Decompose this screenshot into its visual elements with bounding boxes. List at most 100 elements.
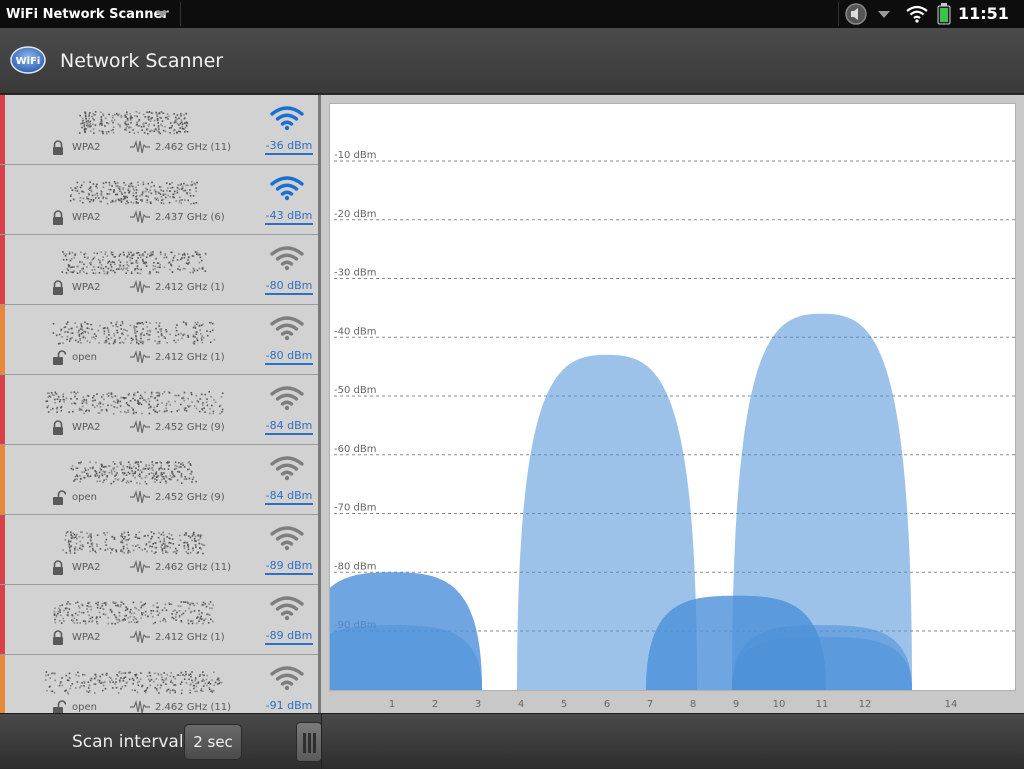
security-type: WPA2 xyxy=(72,212,101,223)
grip-line xyxy=(313,733,316,753)
signal-wave-icon xyxy=(130,280,150,294)
wifi-signal-icon xyxy=(270,106,304,131)
chart-panel: -10 dBm -20 dBm -30 dBm -40 dBm -50 dBm -60 d… xyxy=(321,95,1024,713)
security-accent-bar xyxy=(0,515,5,584)
signal-strength-value: -43 dBm xyxy=(265,209,313,225)
frequency: 2.462 GHz (11) xyxy=(155,702,232,713)
lock-icon xyxy=(53,280,63,295)
logo-text: WiFi xyxy=(16,56,41,67)
wifi-signal-icon xyxy=(270,456,304,481)
network-row[interactable]: WPA2 2.462 GHz (11) -36 dBm xyxy=(0,95,320,165)
frequency: 2.452 GHz (9) xyxy=(155,492,225,503)
network-row[interactable]: open 2.462 GHz (11) -91 dBm xyxy=(0,655,320,713)
grip-line xyxy=(308,733,311,753)
network-row[interactable]: WPA2 2.462 GHz (11) -89 dBm xyxy=(0,515,320,585)
ssid-obscured xyxy=(38,595,228,627)
y-axis-label: -60 dBm xyxy=(334,444,376,455)
x-axis-label: 7 xyxy=(647,699,653,710)
network-row[interactable]: WPA2 2.412 GHz (1) -80 dBm xyxy=(0,235,320,305)
channel-chart-svg: -10 dBm -20 dBm -30 dBm -40 dBm -50 dBm -60 d… xyxy=(330,150,1015,690)
network-row[interactable]: WPA2 2.437 GHz (6) -43 dBm xyxy=(0,165,320,235)
ssid-obscured xyxy=(38,105,228,137)
signal-strength-value: -91 dBm xyxy=(265,699,313,713)
x-axis-label: 1 xyxy=(389,699,395,710)
frequency: 2.462 GHz (11) xyxy=(155,562,232,573)
security-type: WPA2 xyxy=(72,562,101,573)
y-axis-label: -80 dBm xyxy=(334,561,376,572)
wifi-logo-icon: WiFi xyxy=(10,46,46,74)
security-type: open xyxy=(72,702,97,713)
signal-wave-icon xyxy=(130,630,150,644)
chevron-down-icon xyxy=(156,11,168,18)
y-axis-label: -20 dBm xyxy=(334,209,376,220)
signal-strength-value: -89 dBm xyxy=(265,629,313,645)
network-list: WPA2 2.462 GHz (11) -36 dBm WPA2 2.437 GHz (… xyxy=(0,95,320,713)
frequency: 2.452 GHz (9) xyxy=(155,422,225,433)
signal-strength-value: -89 dBm xyxy=(265,559,313,575)
frequency: 2.462 GHz (11) xyxy=(155,142,232,153)
signal-wave-icon xyxy=(130,560,150,574)
lock-icon xyxy=(53,210,63,225)
lock-icon xyxy=(53,630,63,645)
network-row[interactable]: WPA2 2.452 GHz (9) -84 dBm xyxy=(0,375,320,445)
app-menu[interactable]: WiFi Network Scanner xyxy=(0,0,181,28)
frequency: 2.412 GHz (1) xyxy=(155,352,225,363)
signal-strength-value: -84 dBm xyxy=(265,489,313,505)
security-accent-bar xyxy=(0,95,5,164)
signal-strength-value: -80 dBm xyxy=(265,349,313,365)
scan-interval-label: Scan interval: xyxy=(72,732,190,752)
security-accent-bar xyxy=(0,375,5,444)
ssid-redaction xyxy=(78,111,189,135)
x-axis-label: 4 xyxy=(518,699,524,710)
channel-chart: -10 dBm -20 dBm -30 dBm -40 dBm -50 dBm -60 d… xyxy=(329,103,1016,691)
ssid-obscured xyxy=(38,665,228,697)
page-title: Network Scanner xyxy=(60,50,224,72)
x-axis-label: 12 xyxy=(859,699,872,710)
divider xyxy=(838,2,839,26)
signal-strength-value: -84 dBm xyxy=(265,419,313,435)
scan-interval-button[interactable]: 2 sec xyxy=(184,724,242,760)
ssid-redaction xyxy=(53,601,214,625)
x-axis-label: 2 xyxy=(432,699,438,710)
network-signal-curve xyxy=(330,625,482,690)
x-axis-label: 14 xyxy=(945,699,958,710)
sound-menu[interactable] xyxy=(838,0,898,28)
ssid-obscured xyxy=(38,315,228,347)
signal-wave-icon xyxy=(130,700,150,713)
chevron-down-icon xyxy=(878,11,890,18)
lock-icon xyxy=(53,140,63,155)
ssid-redaction xyxy=(69,181,198,205)
y-axis-label: -10 dBm xyxy=(334,150,376,161)
frequency: 2.437 GHz (6) xyxy=(155,212,225,223)
lock-icon xyxy=(53,420,63,435)
divider xyxy=(318,95,321,713)
panel-resize-handle[interactable] xyxy=(296,722,322,762)
security-type: WPA2 xyxy=(72,142,101,153)
security-accent-bar xyxy=(0,655,5,713)
ssid-redaction xyxy=(62,531,206,555)
wifi-signal-icon xyxy=(270,596,304,621)
network-signal-curve xyxy=(732,636,912,690)
x-axis-label: 5 xyxy=(561,699,567,710)
frequency: 2.412 GHz (1) xyxy=(155,632,225,643)
ssid-obscured xyxy=(38,525,228,557)
ssid-redaction xyxy=(45,391,224,415)
speaker-icon xyxy=(845,3,867,25)
security-accent-bar xyxy=(0,305,5,374)
security-accent-bar xyxy=(0,235,5,304)
divider xyxy=(321,714,322,769)
x-axis-label: 10 xyxy=(773,699,786,710)
network-row[interactable]: WPA2 2.412 GHz (1) -89 dBm xyxy=(0,585,320,655)
signal-strength-value: -80 dBm xyxy=(265,279,313,295)
ssid-redaction xyxy=(61,251,207,275)
security-accent-bar xyxy=(0,585,5,654)
x-axis-label: 9 xyxy=(733,699,739,710)
security-accent-bar xyxy=(0,165,5,234)
wifi-signal-icon xyxy=(270,386,304,411)
network-row[interactable]: open 2.452 GHz (9) -84 dBm xyxy=(0,445,320,515)
frequency: 2.412 GHz (1) xyxy=(155,282,225,293)
x-axis-label: 6 xyxy=(604,699,610,710)
ssid-redaction xyxy=(45,671,223,695)
network-row[interactable]: open 2.412 GHz (1) -80 dBm xyxy=(0,305,320,375)
ssid-obscured xyxy=(38,455,228,487)
